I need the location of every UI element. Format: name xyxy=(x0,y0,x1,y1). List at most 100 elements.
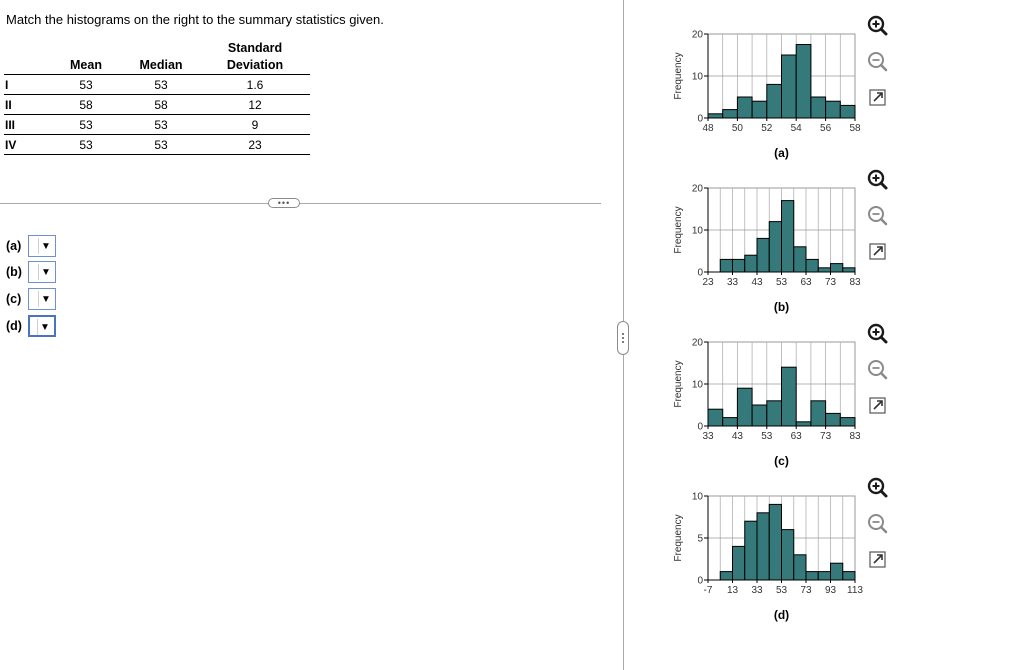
histogram-bar xyxy=(766,83,783,119)
zoom-out-icon[interactable] xyxy=(864,202,892,230)
histogram-bar xyxy=(768,503,782,581)
y-tick-label: 0 xyxy=(697,422,703,433)
y-tick-label: 10 xyxy=(692,492,704,503)
y-axis-label: Frequency xyxy=(673,206,684,253)
x-tick-label: 23 xyxy=(702,277,714,288)
zoom-in-icon[interactable] xyxy=(864,474,892,502)
histogram-bar xyxy=(722,417,738,427)
histogram-title: (d) xyxy=(774,608,789,622)
answer-dropdown-c[interactable]: ▼ xyxy=(28,288,56,310)
expand-icon[interactable] xyxy=(864,84,892,112)
y-tick-label: 20 xyxy=(692,30,704,41)
dropdown-arrow-icon[interactable]: ▼ xyxy=(38,238,53,254)
histogram-bar xyxy=(781,529,795,581)
histogram-bar xyxy=(793,246,807,273)
histogram-bar xyxy=(736,96,753,119)
histogram-b: 0 10 20 23 33 43 53 63 73 83 Frequency (b) xyxy=(673,184,861,315)
answer-label: (d) xyxy=(6,319,22,333)
histogram-bar xyxy=(793,554,807,581)
histogram-bar xyxy=(766,400,783,427)
histogram-bar xyxy=(756,237,770,273)
histogram-bar xyxy=(825,412,841,427)
expand-icon[interactable] xyxy=(864,392,892,420)
x-tick-label: -7 xyxy=(704,585,713,596)
sd-cell: 9 xyxy=(200,114,310,135)
zoom-in-icon[interactable] xyxy=(864,320,892,348)
answer-dropdown-b[interactable]: ▼ xyxy=(28,261,56,283)
table-row: II 58 58 12 xyxy=(4,94,310,115)
histogram-bar xyxy=(751,100,768,119)
histogram-bar xyxy=(839,417,856,427)
histogram-bar xyxy=(805,571,819,581)
sd-cell: 12 xyxy=(200,94,310,115)
histogram-bar xyxy=(736,387,753,427)
answer-row-b: (b) ▼ xyxy=(6,260,56,284)
expand-icon[interactable] xyxy=(864,238,892,266)
histogram-bar xyxy=(795,44,812,119)
histogram-bar xyxy=(830,263,844,273)
x-tick-label: 63 xyxy=(800,277,812,288)
zoom-out-icon[interactable] xyxy=(864,356,892,384)
x-tick-label: 73 xyxy=(825,277,837,288)
row-label: II xyxy=(4,94,50,115)
y-axis-label: Frequency xyxy=(673,360,684,407)
table-row: IV 53 53 23 xyxy=(4,134,310,155)
histogram-bar xyxy=(781,366,797,427)
x-tick-label: 53 xyxy=(776,585,788,596)
zoom-in-icon[interactable] xyxy=(864,12,892,40)
histogram-bar xyxy=(768,221,782,273)
y-tick-label: 10 xyxy=(692,380,704,391)
median-cell: 53 xyxy=(122,74,200,95)
row-label-header xyxy=(4,40,50,75)
table-row: III 53 53 9 xyxy=(4,114,310,135)
x-tick-label: 48 xyxy=(702,123,714,134)
histogram-bar xyxy=(744,520,758,581)
y-tick-label: 5 xyxy=(697,534,703,545)
histogram-bar xyxy=(751,404,768,427)
histogram-c: 0 10 20 33 43 53 63 73 83 Frequency (c) xyxy=(673,338,861,469)
x-tick-label: 33 xyxy=(702,431,714,442)
vertical-resize-grip[interactable] xyxy=(617,321,629,355)
histogram-bar xyxy=(732,545,746,581)
histogram-bar xyxy=(719,258,733,273)
y-axis-label: Frequency xyxy=(673,52,684,99)
row-label: IV xyxy=(4,134,50,155)
mean-cell: 53 xyxy=(50,134,122,155)
histogram-bar xyxy=(839,104,856,119)
dropdown-arrow-icon[interactable]: ▼ xyxy=(38,264,53,280)
zoom-out-icon[interactable] xyxy=(864,510,892,538)
histogram-bar xyxy=(830,562,844,581)
mean-cell: 53 xyxy=(50,114,122,135)
dropdown-arrow-icon[interactable]: ▼ xyxy=(38,291,53,307)
histogram-bar xyxy=(722,109,738,119)
zoom-out-icon[interactable] xyxy=(864,48,892,76)
horizontal-resize-grip[interactable]: ••• xyxy=(268,198,300,208)
histogram-d: 0 5 10 -7 13 33 53 73 93 113 Frequency (d) xyxy=(673,492,863,623)
zoom-in-icon[interactable] xyxy=(864,166,892,194)
histogram-title: (a) xyxy=(774,146,789,160)
sd-header-line1: Standard xyxy=(227,41,283,55)
row-label: I xyxy=(4,74,50,95)
summary-statistics-table: Mean Median Standard Deviation I 53 53 1… xyxy=(4,40,310,155)
y-tick-label: 10 xyxy=(692,72,704,83)
y-tick-label: 10 xyxy=(692,226,704,237)
y-tick-label: 20 xyxy=(692,184,704,195)
histogram-bar xyxy=(781,200,795,273)
histogram-bar xyxy=(810,400,827,427)
expand-icon[interactable] xyxy=(864,546,892,574)
answer-dropdown-a[interactable]: ▼ xyxy=(28,235,56,257)
y-axis-label: Frequency xyxy=(673,514,684,561)
histogram-bar xyxy=(744,254,758,273)
x-tick-label: 113 xyxy=(847,585,863,596)
dropdown-arrow-icon[interactable]: ▼ xyxy=(37,319,52,335)
histogram-title: (c) xyxy=(774,454,789,468)
answer-dropdown-d[interactable]: ▼ xyxy=(28,315,56,337)
y-tick-label: 0 xyxy=(697,576,703,587)
histogram-bar xyxy=(810,96,827,119)
x-tick-label: 83 xyxy=(849,431,861,442)
answer-label: (b) xyxy=(6,265,22,279)
answer-row-a: (a) ▼ xyxy=(6,234,56,258)
x-tick-label: 50 xyxy=(732,123,744,134)
y-tick-label: 0 xyxy=(697,268,703,279)
mean-header: Mean xyxy=(70,58,102,72)
